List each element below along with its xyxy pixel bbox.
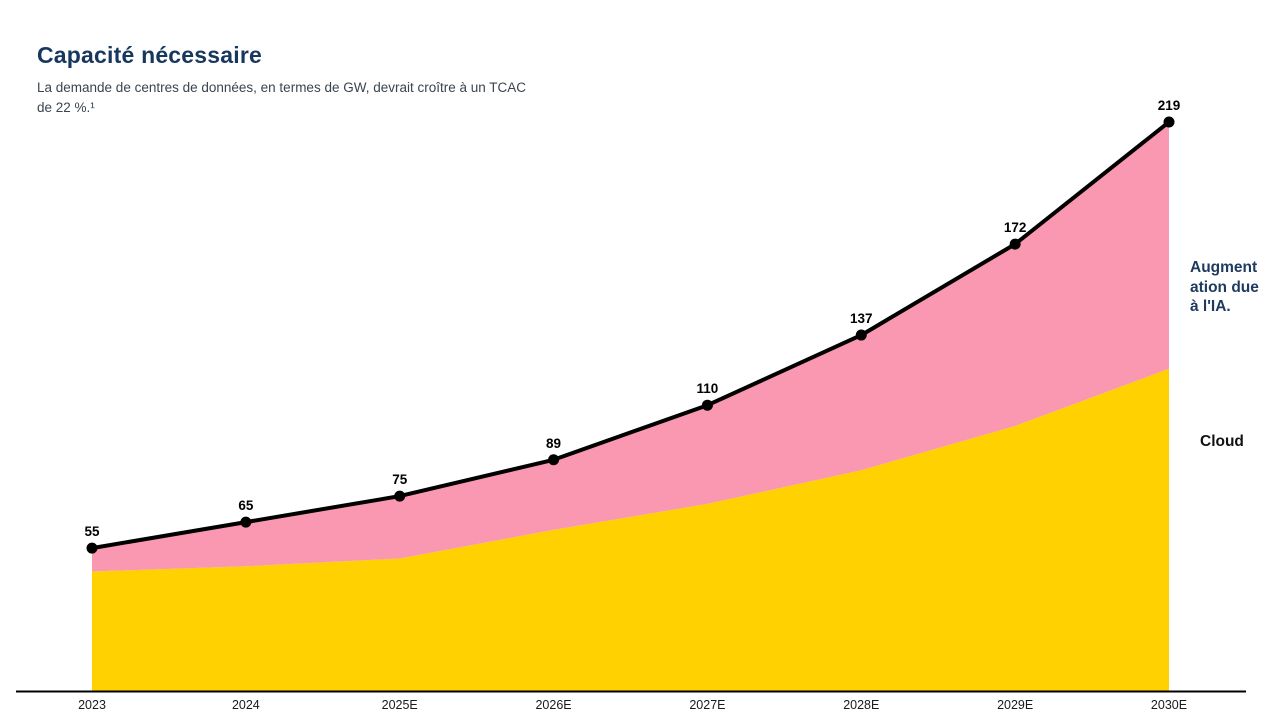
x-tick-label: 2027E: [689, 698, 725, 712]
total-demand-line: [90, 120, 1171, 551]
data-point-marker: [394, 490, 406, 502]
data-point-marker: [1163, 116, 1175, 128]
ai-increase-area: [92, 122, 1169, 572]
x-tick-label: 2029E: [997, 698, 1033, 712]
data-point-label: 65: [238, 498, 254, 513]
data-point-marker: [86, 542, 98, 554]
x-tick-label: 2030E: [1151, 698, 1187, 712]
legend-ai-line-2: ation due: [1190, 278, 1259, 296]
x-tick-label: 2025E: [382, 698, 418, 712]
data-point-label: 219: [1158, 98, 1181, 113]
data-point-marker: [855, 329, 867, 341]
header: Capacité nécessaire La demande de centre…: [37, 42, 637, 118]
x-tick-label: 2026E: [535, 698, 571, 712]
data-point-label: 137: [850, 311, 873, 326]
data-point-label: 172: [1004, 220, 1027, 235]
cloud-area: [92, 368, 1169, 691]
data-point-label: 75: [392, 472, 408, 487]
page-subtitle-line-2: de 22 %.¹: [37, 100, 95, 115]
data-point-marker: [1009, 238, 1021, 250]
legend-ai-line-3: à l'IA.: [1190, 298, 1231, 315]
x-tick-label: 2023: [78, 698, 106, 712]
data-point-marker: [701, 399, 713, 411]
data-point-label: 110: [697, 381, 719, 396]
data-point-label: 55: [84, 524, 100, 539]
legend-ai-line-1: Augment: [1190, 259, 1258, 276]
page-subtitle: La demande de centres de données, en ter…: [37, 78, 637, 118]
data-point-marker: [548, 454, 560, 466]
legend-cloud-label: Cloud: [1200, 433, 1244, 450]
data-point-label: 89: [546, 436, 561, 451]
x-tick-label: 2024: [232, 698, 260, 712]
x-tick-label: 2028E: [843, 698, 879, 712]
legend-ai-label: Augment ation due à l'IA.: [1190, 258, 1272, 317]
page-title: Capacité nécessaire: [37, 42, 262, 68]
data-point-marker: [240, 516, 252, 528]
page-subtitle-line-1: La demande de centres de données, en ter…: [37, 80, 527, 95]
